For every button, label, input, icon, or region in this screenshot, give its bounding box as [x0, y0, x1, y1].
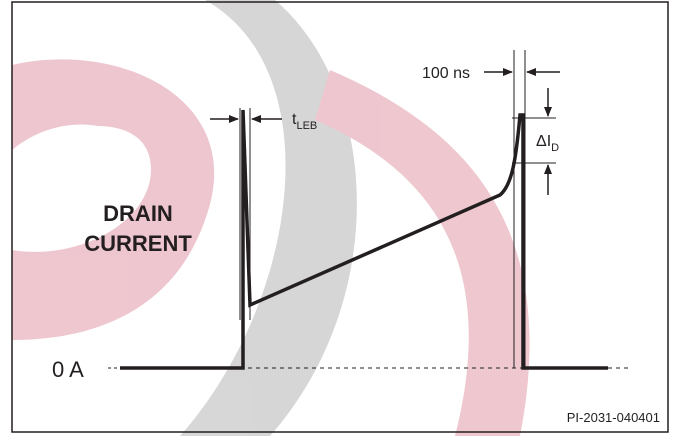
leb-sub: LEB: [296, 120, 317, 132]
frame: [11, 1, 669, 433]
leb-main: t: [292, 111, 297, 128]
watermark: [12, 0, 530, 436]
axis-label: DRAIN: [103, 201, 173, 226]
figure-code: PI-2031-040401: [567, 410, 660, 425]
waveform: [120, 109, 608, 370]
axis-label: CURRENT: [84, 231, 192, 256]
time-label: 100 ns: [422, 65, 470, 82]
delta-sub: D: [551, 142, 559, 154]
delta-main: ΔI: [536, 133, 551, 150]
zero-label: 0 A: [52, 357, 84, 382]
delta-label: ΔID: [536, 133, 559, 154]
leb-label: tLEB: [292, 111, 317, 132]
